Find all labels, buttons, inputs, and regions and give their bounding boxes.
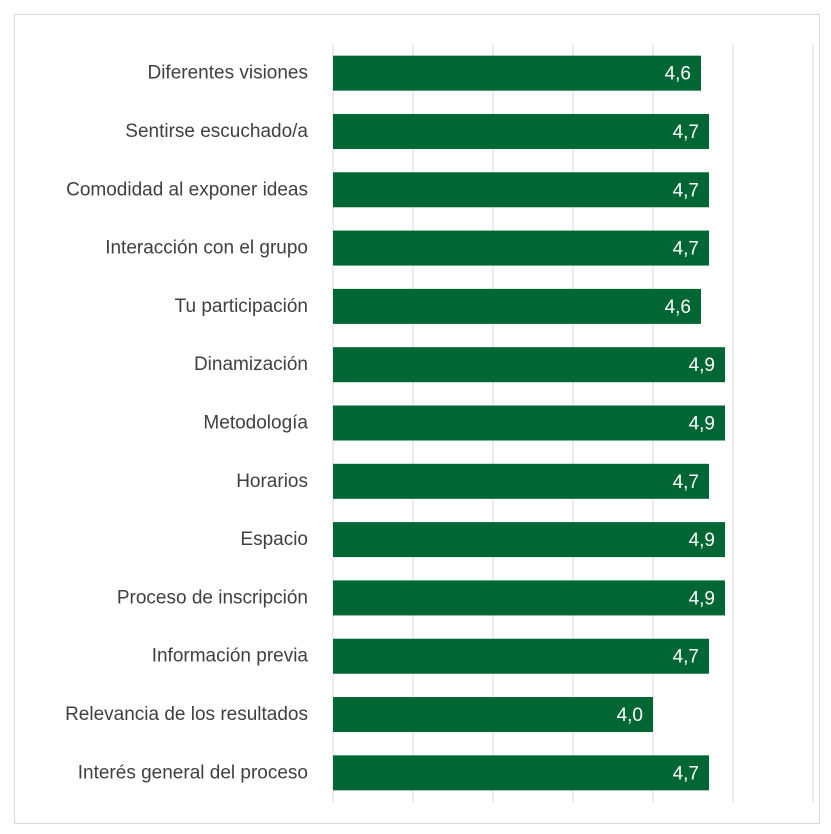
category-label: Relevancia de los resultados bbox=[65, 704, 308, 725]
data-label: 4,6 bbox=[665, 64, 691, 85]
category-label: Sentirse escuchado/a bbox=[125, 121, 308, 142]
bar bbox=[333, 288, 701, 324]
data-label: 4,7 bbox=[673, 763, 699, 784]
category-label: Información previa bbox=[152, 646, 309, 667]
bar bbox=[333, 55, 701, 91]
bar bbox=[333, 405, 725, 441]
category-label: Tu participación bbox=[175, 296, 308, 317]
data-label: 4,9 bbox=[689, 530, 715, 551]
bar bbox=[333, 463, 709, 499]
bar bbox=[333, 172, 709, 208]
bar bbox=[333, 755, 709, 791]
bar bbox=[333, 522, 725, 558]
data-label: 4,7 bbox=[673, 239, 699, 260]
data-label: 4,7 bbox=[673, 122, 699, 143]
category-label: Diferentes visiones bbox=[147, 63, 308, 84]
data-label: 4,9 bbox=[689, 588, 715, 609]
category-label: Interés general del proceso bbox=[78, 762, 308, 783]
category-label: Metodología bbox=[203, 413, 308, 434]
data-label: 4,9 bbox=[689, 355, 715, 376]
bar bbox=[333, 697, 653, 733]
bar bbox=[333, 638, 709, 674]
data-label: 4,9 bbox=[689, 414, 715, 435]
data-label: 4,7 bbox=[673, 180, 699, 201]
category-label: Horarios bbox=[236, 471, 308, 492]
category-label: Dinamización bbox=[194, 354, 308, 375]
data-label: 4,0 bbox=[617, 705, 643, 726]
data-label: 4,7 bbox=[673, 472, 699, 493]
category-label: Espacio bbox=[240, 529, 308, 550]
bar bbox=[333, 347, 725, 383]
data-label: 4,7 bbox=[673, 647, 699, 668]
bar bbox=[333, 113, 709, 149]
bar bbox=[333, 580, 725, 616]
category-label: Interacción con el grupo bbox=[105, 238, 308, 259]
category-label: Proceso de inscripción bbox=[117, 587, 308, 608]
data-label: 4,6 bbox=[665, 297, 691, 318]
category-label: Comodidad al exponer ideas bbox=[66, 179, 308, 200]
bar bbox=[333, 230, 709, 266]
